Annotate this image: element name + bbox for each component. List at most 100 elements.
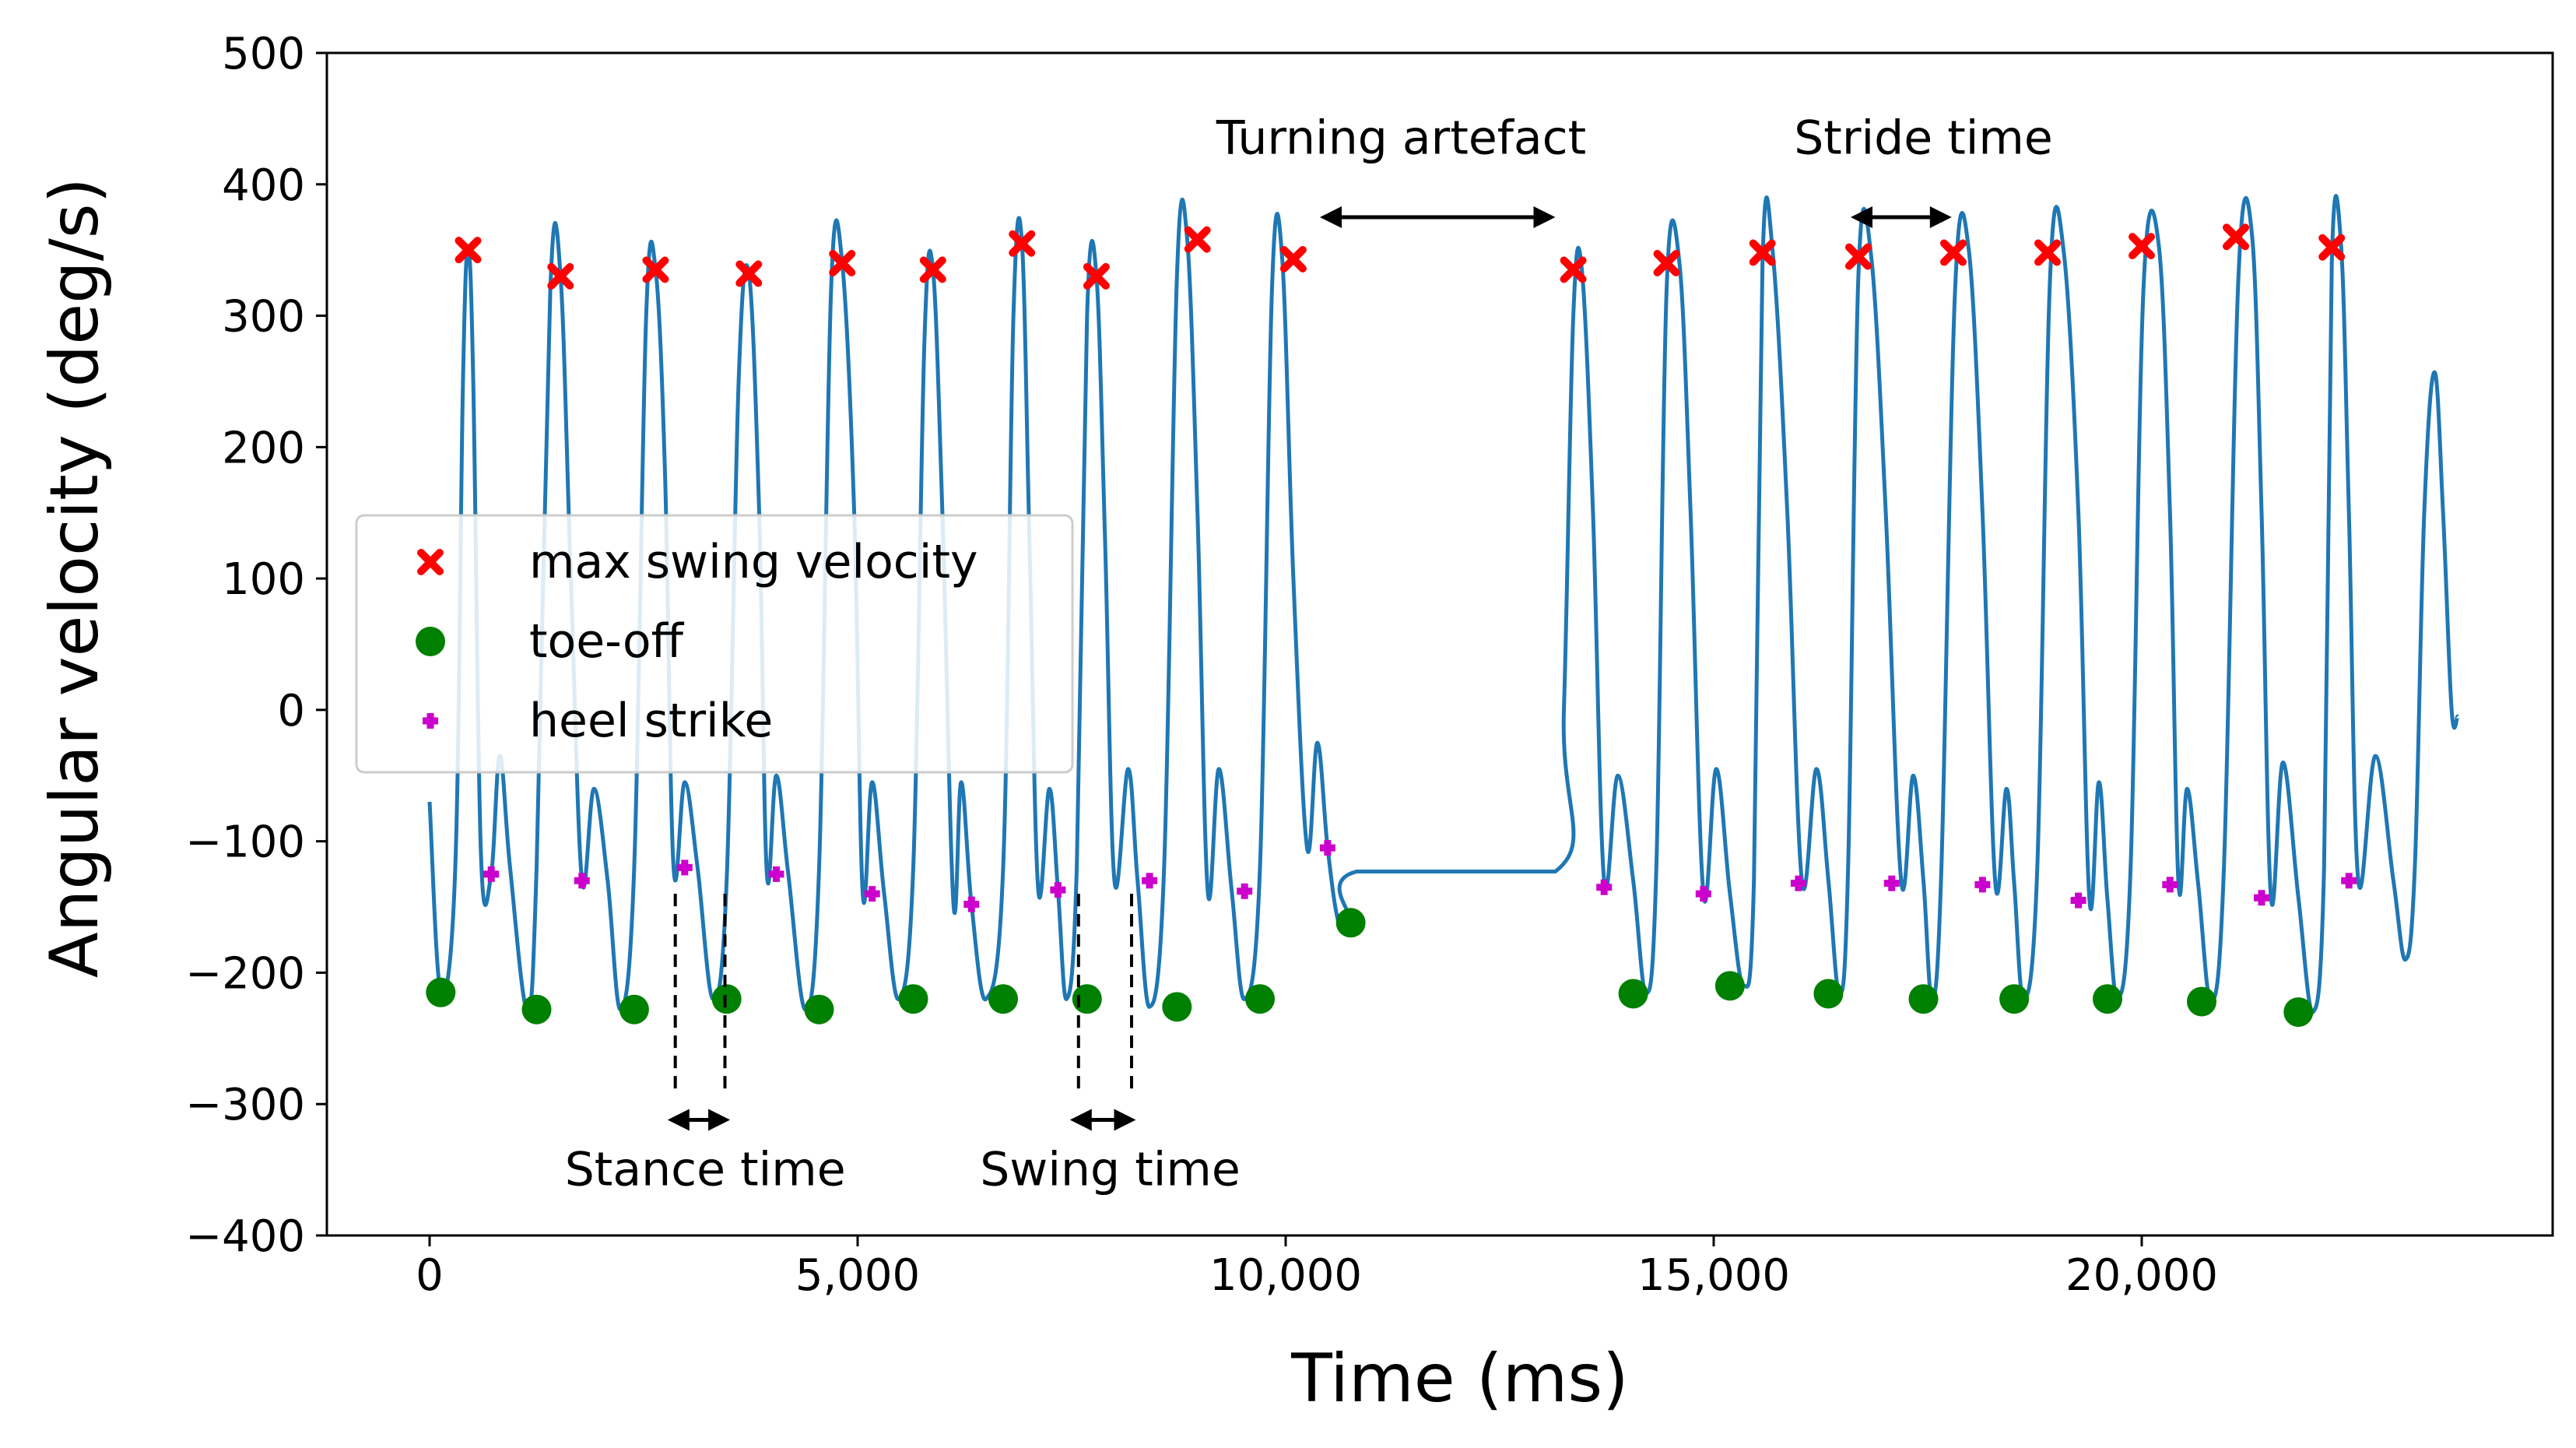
legend-toe-off-marker <box>416 627 445 656</box>
toe-off-marker <box>619 994 649 1024</box>
heel-strike-marker <box>768 866 784 882</box>
y-tick-label: 200 <box>222 423 305 473</box>
toe-off-marker <box>1999 984 2030 1014</box>
arrowhead-right <box>708 1109 731 1131</box>
heel-strike-marker <box>2162 877 2178 893</box>
heel-strike-marker <box>1883 875 1900 891</box>
heel-strike-marker <box>1790 875 1806 891</box>
heel-strike-marker <box>1050 882 1066 898</box>
x-tick-label: 20,000 <box>2065 1250 2218 1301</box>
max-swing-marker <box>547 262 574 290</box>
heel-strike-marker <box>2254 890 2269 906</box>
toe-off-marker <box>2093 984 2122 1014</box>
max-swing-marker <box>1653 250 1680 277</box>
annotation-label: Stance time <box>565 1143 846 1197</box>
legend-heel-strike-marker <box>423 713 438 729</box>
max-swing-marker <box>2034 239 2061 266</box>
max-swing-marker <box>829 250 856 277</box>
max-swing-marker <box>642 256 669 283</box>
y-tick-label: −200 <box>185 948 305 999</box>
toe-off-marker <box>521 994 552 1024</box>
max-swing-marker <box>454 237 482 264</box>
toe-off-marker <box>988 984 1018 1014</box>
max-swing-marker <box>1844 243 1872 270</box>
y-tick-label: 100 <box>222 554 305 605</box>
annotation-label: Turning artefact <box>1216 111 1586 166</box>
toe-off-marker <box>711 984 742 1014</box>
heel-strike-marker <box>864 886 880 902</box>
x-tick-label: 10,000 <box>1209 1250 1362 1301</box>
x-tick-label: 0 <box>416 1250 444 1301</box>
toe-off-marker <box>1618 979 1648 1009</box>
y-tick-label: 400 <box>222 160 305 211</box>
toe-off-marker <box>426 977 456 1007</box>
annotation-label: Stride time <box>1794 111 2053 166</box>
heel-strike-marker <box>1974 877 1991 893</box>
annotations: Turning artefact Stride time Stance time Sw… <box>565 111 2053 1197</box>
y-tick-label: −100 <box>185 817 305 868</box>
legend-label: max swing velocity <box>529 535 977 589</box>
max-swing-marker <box>1083 262 1110 290</box>
heel-strike-marker <box>963 896 980 912</box>
max-swing-marker <box>919 256 946 283</box>
heel-strike-marker <box>2341 873 2357 889</box>
heel-strike-marker <box>1596 879 1613 895</box>
toe-off-marker <box>2187 986 2216 1017</box>
x-tick-label: 15,000 <box>1637 1250 1790 1301</box>
heel-strike-marker <box>1237 883 1253 899</box>
heel-strike-marker <box>1319 840 1335 856</box>
legend: max swing velocity toe-off heel strike <box>355 514 1074 774</box>
arrowhead-left <box>1069 1109 1092 1131</box>
toe-off-marker <box>1245 984 1275 1014</box>
legend-box <box>355 514 1074 774</box>
arrowhead-right <box>1533 206 1556 228</box>
x-tick-label: 5,000 <box>795 1250 920 1301</box>
toe-off-marker <box>898 984 928 1014</box>
toe-off-marker <box>1072 984 1102 1014</box>
annotation-stance-time: Stance time <box>565 894 846 1197</box>
toe-off-marker <box>2283 997 2314 1028</box>
toe-off-marker <box>1813 979 1844 1009</box>
annotation-turning-artefact: Turning artefact <box>1216 111 1586 228</box>
toe-off-marker <box>1162 992 1192 1022</box>
toe-off-marker <box>1908 984 1939 1014</box>
heel-strike-marker <box>483 866 500 882</box>
heel-strike-marker <box>574 873 590 889</box>
max-swing-marker <box>1749 239 1776 266</box>
axes: 0 5,000 10,000 15,000 20,000 −400 −300 −200 −100… <box>185 29 2554 1301</box>
max-swing-marker <box>2223 223 2249 251</box>
x-axis-title: Time (ms) <box>1290 1340 1629 1418</box>
annotation-label: Swing time <box>980 1143 1241 1197</box>
plot-frame <box>325 51 2554 1237</box>
toe-off-marker <box>1335 908 1366 938</box>
arrowhead-right <box>1929 206 1952 228</box>
toe-off-marker <box>804 994 834 1024</box>
y-tick-label: 300 <box>222 292 305 343</box>
arrowhead-right <box>1114 1109 1136 1131</box>
y-tick-label: 0 <box>277 686 305 736</box>
y-tick-label: −300 <box>185 1080 305 1130</box>
max-swing-marker <box>1009 230 1036 257</box>
heel-strike-marker <box>1142 873 1158 889</box>
legend-label: toe-off <box>529 614 685 669</box>
max-swing-marker <box>735 260 763 287</box>
heel-strike-marker <box>2070 892 2086 909</box>
max-swing-marker <box>1184 226 1211 253</box>
max-swing-marker <box>1279 245 1307 272</box>
y-axis-title: Angular velocity (deg/s) <box>36 177 114 978</box>
annotation-swing-time: Swing time <box>980 894 1241 1197</box>
y-tick-label: −400 <box>185 1211 305 1262</box>
arrowhead-left <box>667 1109 690 1131</box>
annotation-stride-time: Stride time <box>1794 111 2053 228</box>
max-swing-marker <box>2129 233 2155 260</box>
legend-max-swing-marker <box>417 549 444 575</box>
heel-strike-marker <box>676 859 693 876</box>
max-swing-marker <box>1560 256 1587 283</box>
arrowhead-left <box>1851 206 1872 228</box>
max-swing-marker <box>2318 234 2346 261</box>
y-tick-label: 500 <box>222 29 305 79</box>
arrowhead-left <box>1320 206 1342 228</box>
max-swing-marker <box>1940 239 1967 266</box>
